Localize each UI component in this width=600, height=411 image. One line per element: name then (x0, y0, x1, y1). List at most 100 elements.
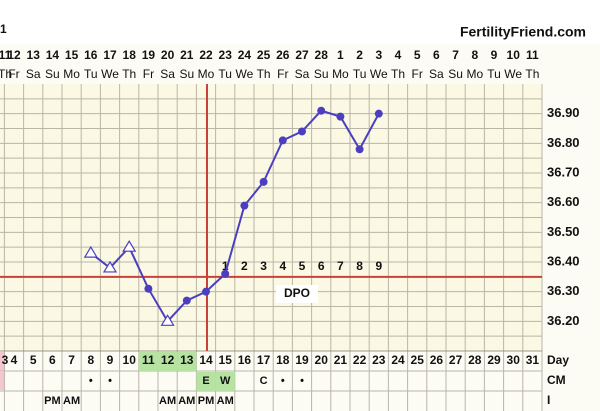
weekday-label: Mo (466, 67, 483, 81)
date-label: 11 (0, 48, 12, 62)
weekday-label: Fr (143, 67, 154, 81)
date-label: 27 (295, 48, 309, 62)
dpo-number: 1 (222, 259, 229, 273)
cycle-day: 16 (238, 353, 252, 367)
date-label: 14 (46, 48, 60, 62)
weekday-label: Sa (295, 67, 310, 81)
cycle-day: 9 (107, 353, 114, 367)
day-highlight (138, 352, 158, 371)
weekday-label: We (101, 67, 119, 81)
row-cell: • (281, 375, 285, 387)
cycle-day: 14 (199, 353, 213, 367)
cycle-day: 12 (161, 353, 175, 367)
dpo-number: 3 (260, 259, 267, 273)
cycle-day: 22 (353, 353, 367, 367)
row-cell: AM (159, 395, 176, 407)
temperature-triangle (102, 260, 118, 273)
date-label: 12 (7, 48, 21, 62)
cycle-day: 23 (372, 353, 386, 367)
weekday-label: Tu (487, 67, 501, 81)
weekday-label: Su (314, 67, 329, 81)
temperature-line (90, 109, 380, 324)
cycle-day: 18 (276, 353, 290, 367)
cycle-day: 20 (315, 353, 329, 367)
cycle-day: 7 (68, 353, 75, 367)
cycle-day: 5 (30, 353, 37, 367)
row-cell: C (260, 375, 268, 387)
cycle-day: 3 (2, 353, 9, 367)
dpo-number: 5 (299, 259, 306, 273)
temperature-dot (144, 284, 153, 293)
weekday-label: Th (257, 67, 271, 81)
cycle-day: 24 (391, 353, 405, 367)
temperature-dot (240, 201, 249, 210)
row-cell: • (108, 375, 112, 387)
weekday-label: Sa (429, 67, 444, 81)
weekday-label: Mo (63, 67, 80, 81)
cycle-day: 30 (507, 353, 521, 367)
cycle-day: 15 (219, 353, 233, 367)
date-label: 3 (375, 48, 382, 62)
temperature-dot (259, 177, 268, 186)
header-band (0, 0, 600, 44)
y-tick-label: 36.40 (547, 253, 580, 268)
date-label: 11 (526, 48, 539, 62)
weekday-label: Su (179, 67, 194, 81)
y-tick-label: 36.60 (547, 194, 580, 209)
weekday-label: Th (525, 67, 539, 81)
date-label: 13 (27, 48, 41, 62)
date-label: 28 (315, 48, 329, 62)
y-tick-label: 36.90 (547, 105, 580, 120)
date-label: 8 (471, 48, 478, 62)
dpo-title: DPO (284, 286, 310, 300)
cell-highlight (196, 372, 216, 391)
y-tick-label: 36.70 (547, 164, 580, 179)
weekday-label: Th (391, 67, 405, 81)
dpo-box (276, 285, 318, 303)
row-label: Day (547, 353, 569, 367)
weekday-label: Fr (8, 67, 19, 81)
weekday-label: Fr (412, 67, 423, 81)
row-cell: PM (44, 395, 61, 407)
date-label: 17 (103, 48, 117, 62)
cycle-day: 10 (123, 353, 137, 367)
dpo-number: 4 (279, 259, 286, 273)
cycle-day: 26 (430, 353, 444, 367)
weekday-label: Tu (353, 67, 367, 81)
date-label: 19 (142, 48, 156, 62)
left-cell (0, 372, 5, 390)
left-cell (0, 352, 5, 371)
date-label: 23 (219, 48, 233, 62)
weekday-label: Su (448, 67, 463, 81)
temperature-triangle (83, 245, 98, 258)
dpo-number: 8 (356, 259, 363, 273)
cycle-day: 19 (295, 353, 309, 367)
date-label: 22 (199, 48, 213, 62)
weekday-label: Mo (198, 67, 215, 81)
cycle-day: 28 (468, 353, 482, 367)
cycle-day: 31 (526, 353, 540, 367)
y-tick-label: 36.80 (547, 135, 580, 150)
weekday-label: Su (45, 67, 60, 81)
date-label: 26 (276, 48, 290, 62)
temperature-dot (221, 269, 230, 278)
cycle-day: 29 (487, 353, 501, 367)
temperature-dot (182, 296, 191, 305)
cycle-day: 6 (49, 353, 56, 367)
weekday-label: Th (122, 67, 136, 81)
y-tick-label: 36.30 (547, 283, 580, 298)
cycle-day: 17 (257, 353, 271, 367)
date-label: 4 (395, 48, 402, 62)
site-title[interactable]: FertilityFriend.com (460, 24, 586, 40)
header-fragment: 1 (0, 22, 7, 36)
y-tick-label: 36.50 (547, 224, 580, 239)
weekday-label: We (504, 67, 522, 81)
temperature-triangle (122, 240, 137, 252)
temperature-dot (298, 127, 306, 136)
cycle-day: 25 (411, 353, 425, 367)
row-cell: W (220, 375, 231, 387)
weekday-label: Sa (26, 67, 41, 81)
date-label: 21 (180, 48, 194, 62)
plot-layer: 36.20 36.30 36.40 36.50 36.60 36.70 36.80 36.90… (0, 48, 580, 411)
row-cell: • (300, 375, 304, 387)
